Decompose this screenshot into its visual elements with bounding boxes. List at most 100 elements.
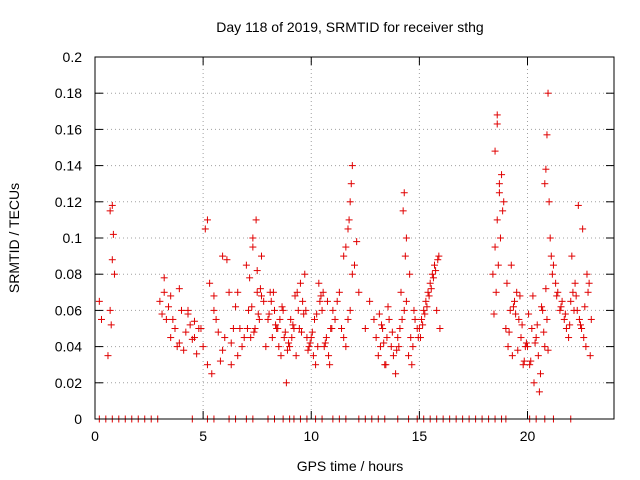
data-point	[394, 334, 402, 342]
data-point	[545, 198, 553, 206]
y-tick-label: 0	[74, 411, 82, 427]
y-tick-label: 0.18	[55, 85, 82, 101]
data-point	[431, 261, 439, 269]
data-point	[175, 339, 183, 347]
data-point	[420, 306, 428, 314]
data-point	[493, 120, 501, 128]
data-point	[312, 361, 320, 369]
y-tick-label: 0.14	[55, 158, 82, 174]
data-point	[316, 297, 324, 305]
data-point	[283, 346, 291, 354]
data-points	[95, 89, 595, 423]
data-point	[289, 321, 297, 329]
y-tick-label: 0.16	[55, 121, 82, 137]
data-point	[184, 306, 192, 314]
data-point	[315, 279, 323, 287]
data-point	[277, 352, 285, 360]
x-tick-label: 15	[412, 428, 428, 444]
data-point	[503, 279, 511, 287]
data-point	[567, 297, 575, 305]
data-point	[384, 303, 392, 311]
data-point	[508, 352, 516, 360]
data-point	[106, 207, 114, 215]
data-point	[542, 165, 550, 173]
data-point	[344, 225, 352, 233]
data-point	[548, 270, 556, 278]
data-point	[583, 270, 591, 278]
data-point	[279, 306, 287, 314]
data-point	[190, 317, 198, 325]
data-point	[165, 303, 173, 311]
data-point	[541, 180, 549, 188]
data-point	[580, 334, 588, 342]
data-point	[392, 370, 400, 378]
data-point	[229, 325, 237, 332]
data-point	[210, 306, 218, 314]
data-point	[188, 335, 196, 343]
data-point	[340, 334, 348, 342]
data-point	[197, 325, 205, 332]
data-point	[234, 352, 242, 360]
data-point	[535, 388, 543, 396]
data-point	[249, 243, 257, 251]
data-point	[533, 321, 541, 329]
data-point	[201, 225, 209, 233]
data-point	[269, 288, 277, 296]
axis-ticks: 0 0.02 0.04 0.06 0.08 0.1 0.12 0.14 0.16 0.18 0.2 0…	[55, 49, 614, 444]
data-point	[346, 198, 354, 206]
data-point	[256, 285, 264, 293]
data-point	[260, 297, 268, 305]
data-point	[310, 315, 318, 323]
data-point	[375, 310, 383, 318]
data-point	[524, 343, 531, 351]
y-tick-label: 0.04	[55, 339, 82, 355]
data-point	[276, 315, 284, 323]
data-point	[251, 325, 259, 332]
data-point	[383, 334, 391, 342]
data-point	[210, 292, 218, 300]
data-point	[348, 162, 356, 170]
data-point	[415, 325, 423, 332]
data-point	[258, 292, 266, 300]
data-point	[258, 252, 266, 260]
data-point	[396, 325, 404, 332]
data-point	[387, 343, 395, 351]
x-tick-label: 5	[199, 428, 207, 444]
data-point	[405, 352, 413, 360]
data-point	[586, 352, 594, 360]
data-point	[186, 321, 194, 329]
data-point	[400, 189, 408, 197]
data-point	[494, 261, 502, 269]
data-point	[348, 270, 356, 278]
data-point	[490, 310, 498, 318]
data-point	[274, 325, 282, 332]
data-point	[436, 325, 444, 332]
data-point	[543, 315, 551, 323]
data-point	[544, 346, 552, 354]
data-point	[576, 321, 584, 329]
data-point	[568, 252, 576, 260]
data-point	[519, 361, 527, 369]
data-point	[351, 261, 358, 269]
data-point	[281, 328, 289, 336]
data-point	[223, 256, 231, 264]
data-point	[325, 352, 333, 360]
data-point	[536, 370, 544, 378]
data-point	[434, 256, 442, 264]
data-point	[247, 334, 255, 342]
data-point	[305, 343, 313, 351]
data-point	[326, 361, 334, 369]
data-point	[424, 288, 432, 296]
data-point	[408, 361, 416, 369]
data-point	[317, 292, 325, 300]
data-point	[167, 334, 175, 342]
data-point	[581, 303, 589, 311]
data-point	[243, 325, 251, 332]
data-point	[422, 297, 430, 305]
data-point	[232, 303, 240, 311]
data-point	[227, 361, 235, 369]
data-point	[378, 321, 386, 329]
data-point	[549, 261, 557, 269]
data-point	[495, 180, 503, 188]
